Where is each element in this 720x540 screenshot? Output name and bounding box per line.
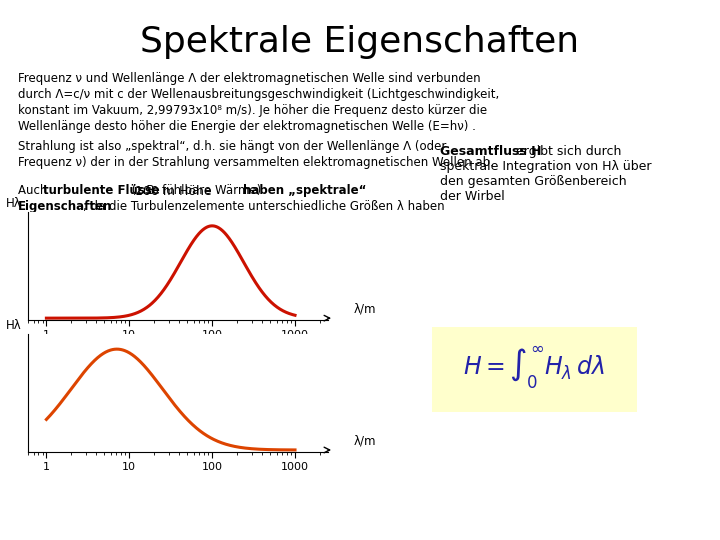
Text: Spektrale Eigenschaften: Spektrale Eigenschaften	[140, 25, 580, 59]
Text: $H = \int_0^{\infty} H_\lambda \, d\lambda$: $H = \int_0^{\infty} H_\lambda \, d\lamb…	[463, 345, 605, 391]
Text: 100 m Höhe: 100 m Höhe	[135, 185, 211, 198]
Text: 10 m Höhe: 10 m Höhe	[243, 364, 312, 377]
Text: spektrale Integration von Hλ über: spektrale Integration von Hλ über	[440, 160, 652, 173]
Text: den gesamten Größenbereich: den gesamten Größenbereich	[440, 175, 626, 188]
Text: Strahlung ist also „spektral“, d.h. sie hängt von der Wellenlänge Λ (oder: Strahlung ist also „spektral“, d.h. sie …	[18, 140, 446, 153]
Text: , da die Turbulenzelemente unterschiedliche Größen λ haben: , da die Turbulenzelemente unterschiedli…	[83, 200, 445, 213]
Text: Frequenz ν und Wellenlänge Λ der elektromagnetischen Welle sind verbunden: Frequenz ν und Wellenlänge Λ der elektro…	[18, 72, 481, 85]
Text: ergibt sich durch: ergibt sich durch	[511, 145, 621, 158]
Text: λ/m: λ/m	[354, 302, 377, 315]
Text: Eigenschaften: Eigenschaften	[18, 200, 112, 213]
Text: der Wirbel: der Wirbel	[440, 190, 505, 203]
FancyBboxPatch shape	[432, 327, 637, 412]
Text: Hλ: Hλ	[6, 197, 22, 210]
Text: λ/m: λ/m	[354, 434, 377, 447]
Text: (z.B. fühlbare Wärme): (z.B. fühlbare Wärme)	[128, 184, 265, 197]
Text: haben „spektrale“: haben „spektrale“	[243, 184, 366, 197]
Text: Auch: Auch	[18, 184, 51, 197]
Text: Hλ: Hλ	[6, 319, 22, 332]
Text: konstant im Vakuum, 2,99793x10⁸ m/s). Je höher die Frequenz desto kürzer die: konstant im Vakuum, 2,99793x10⁸ m/s). Je…	[18, 104, 487, 117]
Text: turbulente Flüsse: turbulente Flüsse	[43, 184, 160, 197]
Text: Frequenz ν) der in der Strahlung versammelten elektromagnetischen Wellen ab.: Frequenz ν) der in der Strahlung versamm…	[18, 156, 494, 169]
Text: Wellenlänge desto höher die Energie der elektromagnetischen Welle (E=hν) .: Wellenlänge desto höher die Energie der …	[18, 120, 476, 133]
Text: durch Λ=c/ν mit c der Wellenausbreitungsgeschwindigkeit (Lichtgeschwindigkeit,: durch Λ=c/ν mit c der Wellenausbreitungs…	[18, 88, 499, 101]
Text: Gesamtfluss H: Gesamtfluss H	[440, 145, 541, 158]
